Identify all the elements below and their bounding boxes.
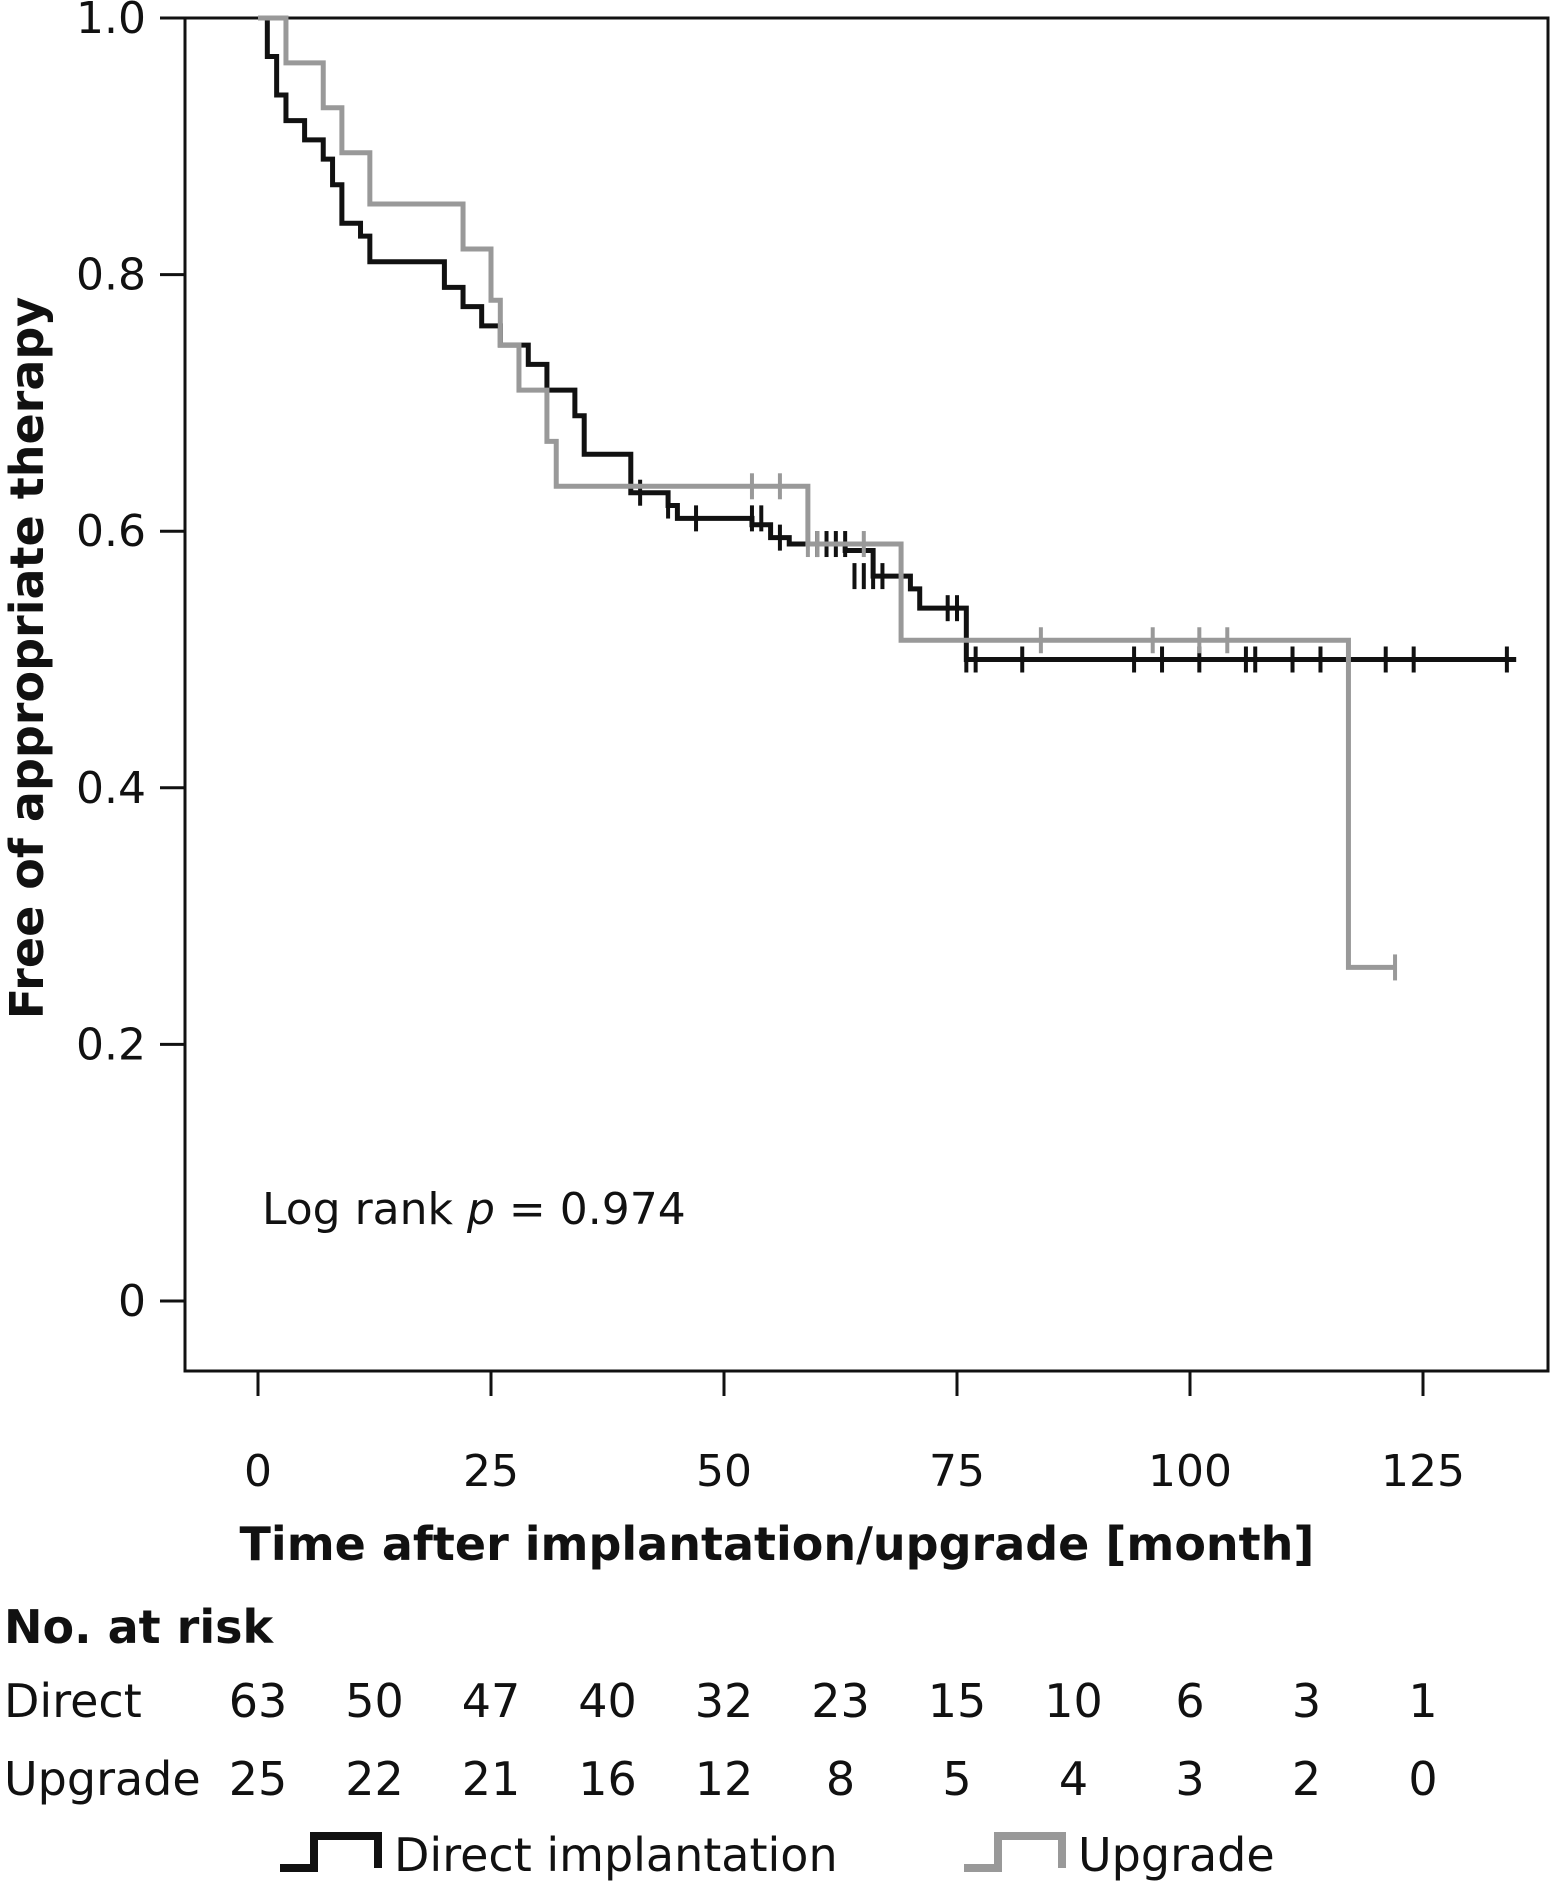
risk-count: 63 (229, 1674, 288, 1728)
risk-row-label: Upgrade (4, 1752, 201, 1806)
y-tick-label: 0.8 (76, 250, 146, 301)
plot-frame (183, 16, 1550, 1373)
legend-swatch-upgrade (964, 1832, 1066, 1872)
series-upgrade-curve (258, 15, 1396, 970)
y-tick-label: 0.6 (76, 506, 146, 557)
risk-count: 3 (1175, 1752, 1204, 1806)
annotation-prefix: Log rank (262, 1184, 467, 1235)
annotation-suffix: = 0.974 (495, 1184, 686, 1235)
risk-count: 10 (1044, 1674, 1103, 1728)
series-direct-curve (258, 15, 1517, 662)
risk-row-label: Direct (4, 1674, 142, 1728)
risk-count: 0 (1408, 1752, 1437, 1806)
risk-count: 25 (229, 1752, 288, 1806)
risk-count: 32 (695, 1674, 754, 1728)
risk-count: 1 (1408, 1674, 1437, 1728)
x-tick-label: 100 (1148, 1446, 1232, 1497)
risk-count: 21 (462, 1752, 521, 1806)
risk-count: 22 (345, 1752, 404, 1806)
risk-count: 15 (928, 1674, 987, 1728)
risk-count: 6 (1175, 1674, 1204, 1728)
risk-count: 3 (1292, 1674, 1321, 1728)
risk-table-title: No. at risk (4, 1600, 274, 1654)
y-tick-label: 0 (118, 1276, 146, 1327)
risk-count: 8 (826, 1752, 855, 1806)
annotation-italic: p (466, 1184, 495, 1235)
series-layer (258, 15, 1517, 981)
risk-count: 2 (1292, 1752, 1321, 1806)
risk-count: 47 (462, 1674, 521, 1728)
x-tick-label: 75 (929, 1446, 985, 1497)
legend-label-direct: Direct implantation (394, 1828, 838, 1882)
legend: Direct implantation Upgrade (280, 1828, 1275, 1882)
x-tick-label: 125 (1381, 1446, 1465, 1497)
y-axis: 0 0.2 0.4 0.6 0.8 1.0 (76, 0, 185, 1327)
x-tick-label: 25 (463, 1446, 519, 1497)
risk-count: 40 (578, 1674, 637, 1728)
y-tick-label: 1.0 (76, 0, 146, 44)
x-axis: 0 25 50 75 100 125 (244, 1371, 1465, 1497)
risk-count: 16 (578, 1752, 637, 1806)
y-tick-label: 0.4 (76, 763, 146, 814)
plot-area (183, 16, 1550, 1373)
risk-count: 23 (811, 1674, 870, 1728)
legend-swatch-direct (280, 1832, 382, 1872)
risk-count: 5 (942, 1752, 971, 1806)
x-tick-label: 50 (696, 1446, 752, 1497)
log-rank-annotation: Log rank p = 0.974 (262, 1184, 686, 1235)
risk-count: 4 (1059, 1752, 1088, 1806)
y-tick-label: 0.2 (76, 1019, 146, 1070)
x-tick-label: 0 (244, 1446, 272, 1497)
risk-count: 12 (695, 1752, 754, 1806)
risk-table: No. at risk Direct 63 50 47 40 32 23 15 10 6 3 1Upg… (4, 1600, 1438, 1806)
legend-label-upgrade: Upgrade (1078, 1828, 1275, 1882)
y-axis-title: Free of appropriate therapy (0, 297, 54, 1020)
risk-count: 50 (345, 1674, 404, 1728)
x-axis-title: Time after implantation/upgrade [month] (240, 1517, 1315, 1571)
